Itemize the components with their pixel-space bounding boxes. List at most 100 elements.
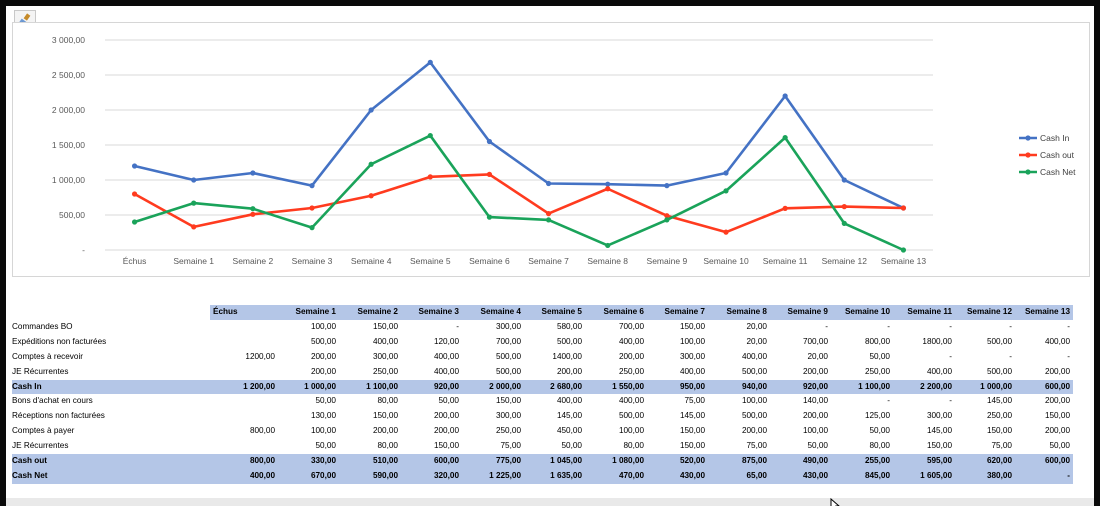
- table-cell[interactable]: 1 080,00: [585, 454, 647, 469]
- table-cell[interactable]: 380,00: [955, 468, 1015, 484]
- table-cell[interactable]: -: [1009, 321, 1012, 331]
- table-cell[interactable]: 400,00: [372, 336, 398, 346]
- table-cell[interactable]: 20,00: [746, 321, 768, 331]
- table-cell[interactable]: 200,00: [310, 366, 336, 376]
- table-cell[interactable]: 150,00: [1044, 411, 1070, 421]
- table-cell[interactable]: 150,00: [679, 321, 705, 331]
- table-cell[interactable]: 100,00: [679, 336, 705, 346]
- table-cell[interactable]: -: [1009, 351, 1012, 361]
- table-cell[interactable]: 75,00: [746, 441, 768, 451]
- table-cell[interactable]: -: [456, 321, 459, 331]
- column-header[interactable]: Semaine 10: [831, 305, 893, 320]
- table-cell[interactable]: 700,00: [495, 336, 521, 346]
- cash-flow-chart[interactable]: - 500,00 1 000,00 1 500,00 2 000,00 2 500,00 3…: [12, 22, 1090, 277]
- table-cell[interactable]: 2 680,00: [524, 379, 585, 395]
- column-header[interactable]: Semaine 8: [708, 305, 770, 320]
- table-cell[interactable]: 595,00: [893, 454, 955, 469]
- row-label[interactable]: JE Récurrentes: [12, 441, 69, 451]
- table-cell[interactable]: 200,00: [433, 426, 459, 436]
- table-cell[interactable]: 20,00: [746, 336, 768, 346]
- table-cell[interactable]: 50,00: [438, 396, 460, 406]
- table-cell[interactable]: 500,00: [495, 366, 521, 376]
- table-cell[interactable]: -: [949, 321, 952, 331]
- table-cell[interactable]: 400,00: [433, 366, 459, 376]
- table-cell[interactable]: 150,00: [433, 441, 459, 451]
- table-cell[interactable]: -: [825, 321, 828, 331]
- table-cell[interactable]: -: [887, 396, 890, 406]
- row-label[interactable]: Commandes BO: [12, 321, 73, 331]
- table-cell[interactable]: 75,00: [500, 441, 522, 451]
- table-cell[interactable]: -: [1067, 321, 1070, 331]
- column-header[interactable]: Échus: [210, 305, 278, 320]
- table-cell[interactable]: 300,00: [372, 351, 398, 361]
- table-cell[interactable]: 400,00: [1044, 336, 1070, 346]
- table-cell[interactable]: 1 000,00: [955, 379, 1015, 395]
- table-cell[interactable]: 250,00: [495, 426, 521, 436]
- table-cell[interactable]: 920,00: [770, 379, 831, 395]
- table-cell[interactable]: 1800,00: [922, 336, 952, 346]
- table-cell[interactable]: 200,00: [310, 351, 336, 361]
- table-cell[interactable]: 145,00: [679, 411, 705, 421]
- table-cell[interactable]: 510,00: [339, 454, 401, 469]
- column-header[interactable]: Semaine 4: [462, 305, 524, 320]
- table-cell[interactable]: 520,00: [647, 454, 708, 469]
- row-label[interactable]: Expéditions non facturées: [12, 336, 107, 346]
- table-cell[interactable]: 700,00: [618, 321, 644, 331]
- table-cell[interactable]: 200,00: [741, 426, 767, 436]
- table-cell[interactable]: 80,00: [377, 396, 399, 406]
- table-cell[interactable]: 150,00: [926, 441, 952, 451]
- column-header[interactable]: Semaine 3: [401, 305, 462, 320]
- table-cell[interactable]: 600,00: [1015, 379, 1073, 395]
- table-cell[interactable]: 400,00: [556, 396, 582, 406]
- table-cell[interactable]: 400,00: [210, 468, 278, 484]
- column-header[interactable]: Semaine 12: [955, 305, 1015, 320]
- table-cell[interactable]: 80,00: [377, 441, 399, 451]
- table-cell[interactable]: 100,00: [310, 426, 336, 436]
- table-cell[interactable]: 2 000,00: [462, 379, 524, 395]
- table-cell[interactable]: 1 225,00: [462, 468, 524, 484]
- table-cell[interactable]: 775,00: [462, 454, 524, 469]
- table-cell[interactable]: 950,00: [647, 379, 708, 395]
- row-label[interactable]: Bons d'achat en cours: [12, 396, 93, 406]
- table-cell[interactable]: -: [949, 396, 952, 406]
- row-label[interactable]: Cash Net: [12, 468, 210, 484]
- table-cell[interactable]: 600,00: [401, 454, 462, 469]
- table-cell[interactable]: 580,00: [556, 321, 582, 331]
- table-cell[interactable]: 100,00: [618, 426, 644, 436]
- table-cell[interactable]: 75,00: [991, 441, 1013, 451]
- table-cell[interactable]: 700,00: [802, 336, 828, 346]
- column-header[interactable]: Semaine 2: [339, 305, 401, 320]
- row-label[interactable]: Cash In: [12, 379, 210, 395]
- horizontal-scrollbar[interactable]: [6, 498, 1094, 506]
- table-cell[interactable]: 50,00: [315, 441, 337, 451]
- table-cell[interactable]: 500,00: [618, 411, 644, 421]
- table-cell[interactable]: 150,00: [372, 321, 398, 331]
- table-cell[interactable]: 50,00: [315, 396, 337, 406]
- table-cell[interactable]: [210, 409, 278, 424]
- table-cell[interactable]: 450,00: [556, 426, 582, 436]
- table-cell[interactable]: 875,00: [708, 454, 770, 469]
- table-cell[interactable]: 430,00: [770, 468, 831, 484]
- table-cell[interactable]: [210, 335, 278, 350]
- table-cell[interactable]: 80,00: [869, 441, 891, 451]
- table-cell[interactable]: 50,00: [1049, 441, 1071, 451]
- table-cell[interactable]: 75,00: [684, 396, 706, 406]
- table-cell[interactable]: 400,00: [679, 366, 705, 376]
- table-cell[interactable]: 800,00: [249, 426, 275, 436]
- table-cell[interactable]: 500,00: [310, 336, 336, 346]
- table-cell[interactable]: 500,00: [741, 366, 767, 376]
- row-label[interactable]: Comptes à payer: [12, 426, 75, 436]
- table-cell[interactable]: 200,00: [433, 411, 459, 421]
- table-cell[interactable]: 200,00: [802, 366, 828, 376]
- table-cell[interactable]: 80,00: [623, 441, 645, 451]
- table-cell[interactable]: 620,00: [955, 454, 1015, 469]
- table-cell[interactable]: 120,00: [433, 336, 459, 346]
- table-cell[interactable]: 400,00: [618, 396, 644, 406]
- column-header[interactable]: Semaine 9: [770, 305, 831, 320]
- table-cell[interactable]: 330,00: [278, 454, 339, 469]
- table-cell[interactable]: 200,00: [1044, 396, 1070, 406]
- column-header[interactable]: Semaine 13: [1015, 305, 1073, 320]
- table-cell[interactable]: 100,00: [802, 426, 828, 436]
- table-cell[interactable]: 150,00: [986, 426, 1012, 436]
- table-cell[interactable]: 200,00: [618, 351, 644, 361]
